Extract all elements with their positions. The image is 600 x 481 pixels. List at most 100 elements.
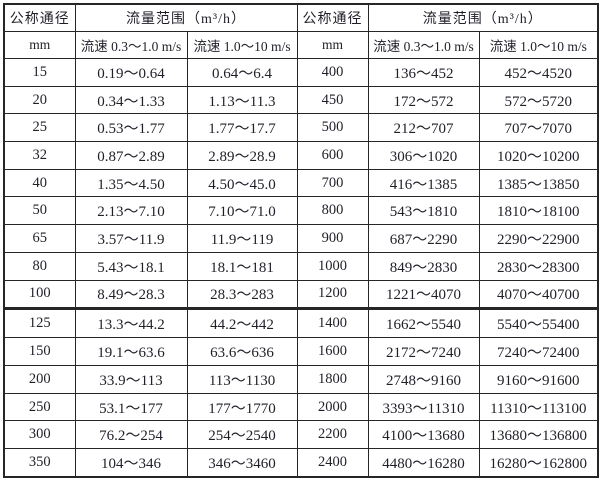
header-row-sub: mm 流速 0.3～1.0 m/s 流速 1.0～10 m/s mm 流速 0.… xyxy=(3,31,599,59)
diameter-cell: 125 xyxy=(3,307,76,339)
flow-high-cell: 7240～72400 xyxy=(478,337,599,367)
header-velocity-high-right: 流速 1.0～10 m/s xyxy=(478,31,599,59)
diameter-cell: 150 xyxy=(3,337,76,367)
diameter-cell: 350 xyxy=(3,448,76,478)
flow-low-cell: 212～707 xyxy=(367,113,480,143)
diameter-cell: 15 xyxy=(3,58,76,87)
diameter-cell: 20 xyxy=(3,85,76,115)
flow-low-cell: 76.2～254 xyxy=(74,420,188,450)
flow-low-cell: 0.19～0.64 xyxy=(74,58,188,87)
flow-high-cell: 1.77～17.7 xyxy=(186,113,298,143)
flow-high-cell: 346～3460 xyxy=(186,448,298,478)
flow-low-cell: 19.1～63.6 xyxy=(74,337,188,367)
diameter-cell: 500 xyxy=(296,113,369,143)
flow-low-cell: 33.9～113 xyxy=(74,365,188,394)
table-row: 20 0.34～1.33 1.13～11.3 450 172～572 572～5720 xyxy=(3,85,599,115)
header-diameter-right: 公称通径 xyxy=(296,3,369,32)
table-row: 32 0.87～2.89 2.89～28.9 600 306～1020 1020～1020… xyxy=(3,141,599,170)
flow-high-cell: 1385～13850 xyxy=(478,168,599,198)
diameter-cell: 900 xyxy=(296,224,369,253)
diameter-cell: 400 xyxy=(296,58,369,87)
table-row: 200 33.9～113 113～1130 1800 2748～9160 9160～916… xyxy=(3,365,599,394)
flow-high-cell: 5540～55400 xyxy=(478,307,599,339)
flow-low-cell: 306～1020 xyxy=(367,141,480,170)
table-row: 150 19.1～63.6 63.6～636 1600 2172～7240 7240～72… xyxy=(3,337,599,367)
flow-low-cell: 1221～4070 xyxy=(367,279,480,310)
flow-high-cell: 0.64～6.4 xyxy=(186,58,298,87)
flow-high-cell: 7.10～71.0 xyxy=(186,196,298,226)
diameter-cell: 80 xyxy=(3,251,76,281)
flow-low-cell: 13.3～44.2 xyxy=(74,307,188,339)
diameter-cell: 65 xyxy=(3,224,76,253)
header-row-top: 公称通径 流量范围（m³/h） 公称通径 流量范围（m³/h） xyxy=(3,3,599,32)
flow-high-cell: 4070～40700 xyxy=(478,279,599,310)
header-unit-left: mm xyxy=(3,31,76,59)
table-row: 15 0.19～0.64 0.64～6.4 400 136～452 452～4520 xyxy=(3,58,599,87)
flow-low-cell: 5.43～18.1 xyxy=(74,251,188,281)
table-row: 125 13.3～44.2 44.2～442 1400 1662～5540 5540～55… xyxy=(3,307,599,339)
flow-high-cell: 177～1770 xyxy=(186,392,298,422)
table-row: 350 104～346 346～3460 2400 4480～16280 16280～16… xyxy=(3,448,599,478)
diameter-cell: 50 xyxy=(3,196,76,226)
diameter-cell: 1200 xyxy=(296,279,369,310)
flow-high-cell: 11310～113100 xyxy=(478,392,599,422)
diameter-cell: 100 xyxy=(3,279,76,310)
diameter-cell: 1400 xyxy=(296,307,369,339)
flow-low-cell: 0.87～2.89 xyxy=(74,141,188,170)
diameter-cell: 450 xyxy=(296,85,369,115)
flow-low-cell: 2748～9160 xyxy=(367,365,480,394)
flow-low-cell: 8.49～28.3 xyxy=(74,279,188,310)
diameter-cell: 1800 xyxy=(296,365,369,394)
flow-low-cell: 104～346 xyxy=(74,448,188,478)
flow-low-cell: 687～2290 xyxy=(367,224,480,253)
header-velocity-low-left: 流速 0.3～1.0 m/s xyxy=(74,31,188,59)
diameter-cell: 800 xyxy=(296,196,369,226)
table-row: 300 76.2～254 254～2540 2200 4100～13680 13680～1… xyxy=(3,420,599,450)
diameter-cell: 2400 xyxy=(296,448,369,478)
flow-high-cell: 16280～162800 xyxy=(478,448,599,478)
header-diameter-left: 公称通径 xyxy=(3,3,76,32)
flow-low-cell: 4480～16280 xyxy=(367,448,480,478)
diameter-cell: 2200 xyxy=(296,420,369,450)
header-unit-right: mm xyxy=(296,31,369,59)
flow-high-cell: 572～5720 xyxy=(478,85,599,115)
flow-high-cell: 4.50～45.0 xyxy=(186,168,298,198)
flow-low-cell: 53.1～177 xyxy=(74,392,188,422)
flow-low-cell: 849～2830 xyxy=(367,251,480,281)
header-velocity-high-left: 流速 1.0～10 m/s xyxy=(186,31,298,59)
flow-high-cell: 2.89～28.9 xyxy=(186,141,298,170)
flow-high-cell: 28.3～283 xyxy=(186,279,298,310)
flow-high-cell: 452～4520 xyxy=(478,58,599,87)
flow-low-cell: 3.57～11.9 xyxy=(74,224,188,253)
flow-high-cell: 1810～18100 xyxy=(478,196,599,226)
table-row: 25 0.53～1.77 1.77～17.7 500 212～707 707～7070 xyxy=(3,113,599,143)
diameter-cell: 200 xyxy=(3,365,76,394)
flow-low-cell: 0.53～1.77 xyxy=(74,113,188,143)
diameter-cell: 700 xyxy=(296,168,369,198)
flow-high-cell: 44.2～442 xyxy=(186,307,298,339)
table-row: 40 1.35～4.50 4.50～45.0 700 416～1385 1385～1385… xyxy=(3,168,599,198)
diameter-cell: 2000 xyxy=(296,392,369,422)
flow-low-cell: 543～1810 xyxy=(367,196,480,226)
table-row: 65 3.57～11.9 11.9～119 900 687～2290 2290～22900 xyxy=(3,224,599,253)
flow-high-cell: 254～2540 xyxy=(186,420,298,450)
table-row: 50 2.13～7.10 7.10～71.0 800 543～1810 1810～1810… xyxy=(3,196,599,226)
flow-low-cell: 2172～7240 xyxy=(367,337,480,367)
flow-high-cell: 9160～91600 xyxy=(478,365,599,394)
flow-low-cell: 136～452 xyxy=(367,58,480,87)
flow-high-cell: 11.9～119 xyxy=(186,224,298,253)
table-row: 250 53.1～177 177～1770 2000 3393～11310 11310～1… xyxy=(3,392,599,422)
flow-low-cell: 1662～5540 xyxy=(367,307,480,339)
flow-high-cell: 707～7070 xyxy=(478,113,599,143)
header-flow-range-right: 流量范围（m³/h） xyxy=(367,3,599,32)
diameter-cell: 300 xyxy=(3,420,76,450)
flow-low-cell: 0.34～1.33 xyxy=(74,85,188,115)
diameter-cell: 40 xyxy=(3,168,76,198)
flow-high-cell: 113～1130 xyxy=(186,365,298,394)
diameter-cell: 250 xyxy=(3,392,76,422)
table-body: 15 0.19～0.64 0.64～6.4 400 136～452 452～4520 20 0… xyxy=(3,58,599,478)
header-flow-range-left: 流量范围（m³/h） xyxy=(74,3,298,32)
header-velocity-low-right: 流速 0.3～1.0 m/s xyxy=(367,31,480,59)
flow-low-cell: 2.13～7.10 xyxy=(74,196,188,226)
